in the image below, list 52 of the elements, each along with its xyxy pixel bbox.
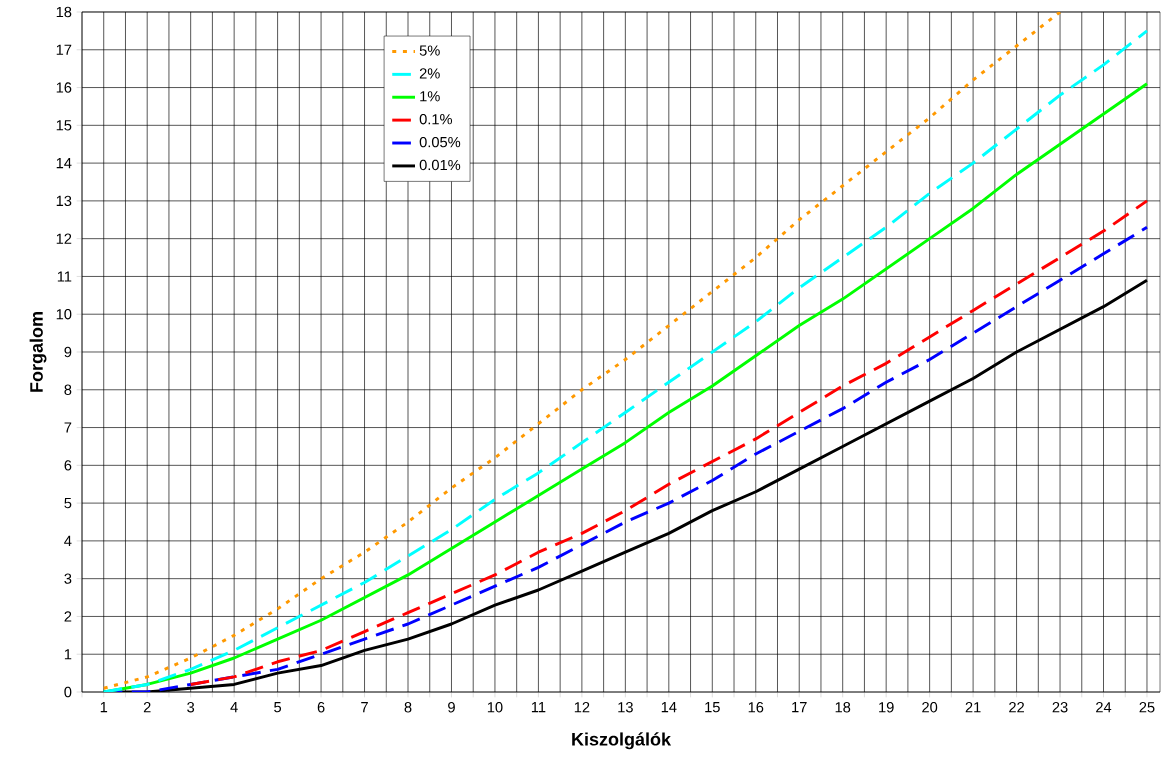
y-tick-label: 13	[56, 195, 72, 207]
x-tick-label: 17	[792, 702, 807, 713]
x-tick-label: 19	[879, 702, 894, 713]
x-tick-label: 10	[487, 702, 503, 713]
x-tick-label: 24	[1096, 702, 1112, 713]
x-tick-label: 25	[1139, 702, 1155, 713]
x-axis-title: Kiszolgálók	[572, 732, 672, 750]
y-axis-title: Forgalom	[29, 312, 47, 392]
x-tick-label: 3	[187, 702, 195, 713]
legend-label: 0.01%	[419, 159, 461, 171]
y-tick-label: 16	[56, 82, 72, 93]
x-tick-label: 6	[317, 702, 325, 713]
y-tick-label: 4	[64, 535, 72, 546]
x-tick-label: 18	[835, 702, 851, 713]
x-tick-label: 5	[274, 702, 282, 713]
legend-label: 2%	[419, 68, 440, 79]
x-tick-label: 16	[748, 702, 764, 713]
x-tick-label: 8	[404, 702, 412, 713]
x-tick-label: 22	[1009, 702, 1024, 713]
x-tick-label: 7	[361, 702, 368, 713]
x-tick-label: 21	[965, 702, 981, 713]
y-tick-label: 12	[56, 233, 72, 244]
legend-label: 5%	[419, 45, 440, 56]
y-tick-label: 9	[64, 346, 72, 358]
x-tick-label: 2	[143, 702, 151, 713]
y-tick-label: 15	[56, 120, 72, 131]
x-tick-label: 14	[661, 702, 677, 713]
y-tick-label: 14	[56, 158, 72, 169]
x-tick-label: 23	[1052, 702, 1068, 713]
x-tick-label: 20	[922, 702, 938, 713]
y-tick-label: 2	[64, 611, 72, 622]
y-tick-label: 5	[64, 498, 72, 509]
x-tick-label: 13	[618, 702, 633, 713]
y-tick-label: 3	[64, 573, 72, 584]
x-tick-label: 11	[531, 702, 546, 713]
x-tick-label: 4	[230, 702, 238, 713]
y-tick-label: 17	[56, 44, 72, 55]
y-tick-label: 6	[64, 460, 72, 471]
legend-label: 0.1%	[419, 114, 453, 125]
x-tick-label: 15	[705, 702, 720, 713]
y-tick-label: 7	[64, 422, 72, 433]
y-tick-label: 10	[56, 309, 72, 320]
x-tick-label: 12	[574, 702, 590, 713]
y-tick-label: 8	[64, 384, 72, 395]
y-tick-label: 1	[64, 649, 72, 660]
legend-label: 0.05%	[419, 136, 461, 148]
y-tick-label: 0	[64, 686, 72, 698]
x-tick-label: 9	[448, 702, 455, 713]
y-tick-label: 18	[56, 6, 72, 18]
legend-label: 1%	[420, 91, 440, 102]
y-tick-label: 11	[57, 271, 72, 282]
x-tick-label: 1	[100, 702, 108, 713]
